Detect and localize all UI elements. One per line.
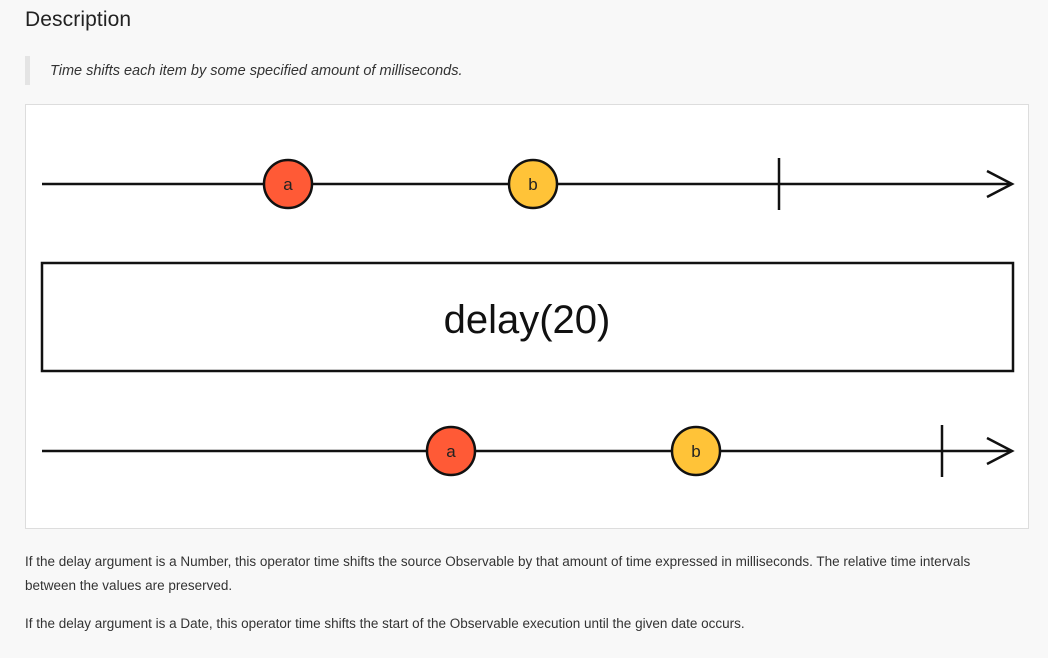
input-marble-a-circle xyxy=(262,158,314,210)
output-marble-b-circle xyxy=(670,425,722,477)
description-quote: Time shifts each item by some specified … xyxy=(25,56,463,85)
output-marble-b: b xyxy=(670,425,722,477)
input-marble-b-circle xyxy=(507,158,559,210)
output-marble-a: a xyxy=(425,425,477,477)
marble-diagram: a b delay(20) a b xyxy=(25,104,1029,529)
output-marble-a-circle xyxy=(425,425,477,477)
paragraph-number-argument: If the delay argument is a Number, this … xyxy=(25,554,971,593)
input-marble-a-label: a xyxy=(283,175,293,194)
operator-label: delay(20) xyxy=(444,298,611,342)
operator-box xyxy=(40,261,1015,373)
input-timeline-arrow xyxy=(986,169,1015,199)
output-marble-a-label: a xyxy=(446,442,456,461)
section-heading: Description xyxy=(25,8,132,31)
paragraph-date-argument: If the delay argument is a Date, this op… xyxy=(25,616,745,631)
output-timeline-arrow xyxy=(986,436,1015,466)
marble-diagram-svg: a b delay(20) a b xyxy=(40,158,1015,477)
input-marble-a: a xyxy=(262,158,314,210)
input-marble-b-label: b xyxy=(528,175,537,194)
input-marble-b: b xyxy=(507,158,559,210)
quote-text: Time shifts each item by some specified … xyxy=(50,62,463,79)
output-marble-b-label: b xyxy=(691,442,700,461)
